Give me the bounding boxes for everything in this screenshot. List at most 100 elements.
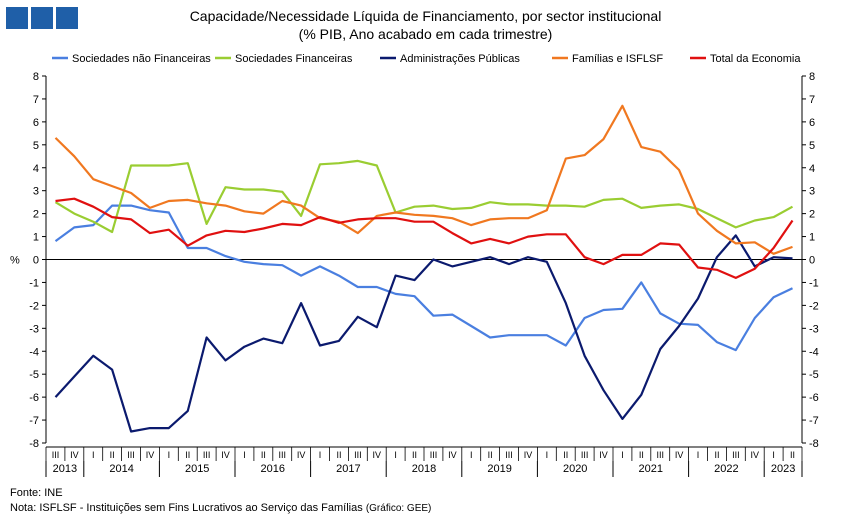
line-chart: Sociedades não Financeiras Sociedades Fin… — [10, 53, 819, 477]
x-quarter-label: III — [203, 450, 211, 460]
x-quarter-label: I — [546, 450, 549, 460]
series-line — [55, 197, 794, 279]
x-quarter-label: IV — [221, 450, 230, 460]
y-tick-label-right: -4 — [809, 346, 819, 358]
logo-square — [6, 7, 28, 29]
x-quarter-label: I — [697, 450, 700, 460]
y-tick-label-right: 5 — [809, 140, 815, 152]
x-quarter-label: II — [110, 450, 115, 460]
x-quarter-label: I — [92, 450, 95, 460]
series-line — [54, 204, 793, 352]
y-tick-label-left: 3 — [33, 186, 39, 198]
x-quarter-label: III — [278, 450, 286, 460]
y-tick-label-right: 2 — [809, 209, 815, 221]
x-quarter-label: II — [790, 450, 795, 460]
x-quarter-label: I — [470, 450, 473, 460]
y-tick-label-right: -7 — [809, 415, 819, 427]
y-tick-label-right: 6 — [809, 117, 815, 129]
y-tick-label-right: -6 — [809, 392, 819, 404]
legend-label: Famílias e ISFLSF — [572, 53, 663, 65]
logo-square — [31, 7, 53, 29]
x-quarter-label: III — [52, 450, 60, 460]
x-year-label: 2021 — [639, 463, 663, 475]
x-quarter-label: II — [639, 450, 644, 460]
y-tick-label-right: -5 — [809, 369, 819, 381]
y-tick-label-right: -3 — [809, 323, 819, 335]
logo-square — [56, 7, 78, 29]
y-tick-label-left: -4 — [29, 346, 39, 358]
y-tick-label-left: -5 — [29, 369, 39, 381]
x-quarter-label: II — [412, 450, 417, 460]
x-quarter-label: IV — [297, 450, 306, 460]
series-line — [54, 104, 793, 255]
footnote: Nota: ISFLSF - Instituições sem Fins Luc… — [10, 502, 431, 514]
x-year-label: 2019 — [487, 463, 511, 475]
credit-text: (Gráfico: GEE) — [365, 503, 432, 514]
y-tick-label-right: -1 — [809, 277, 819, 289]
x-quarter-label: II — [714, 450, 719, 460]
x-quarter-label: I — [394, 450, 397, 460]
legend-label: Total da Economia — [710, 53, 801, 65]
x-year-label: 2018 — [412, 463, 436, 475]
x-year-label: 2020 — [563, 463, 587, 475]
source-note: Fonte: INE — [10, 487, 63, 499]
y-tick-label-left: 6 — [33, 117, 39, 129]
chart-title: Capacidade/Necessidade Líquida de Financ… — [189, 8, 662, 24]
y-tick-label-right: 3 — [809, 186, 815, 198]
y-tick-label-left: 4 — [33, 163, 39, 175]
x-quarter-label: II — [563, 450, 568, 460]
logo — [6, 7, 78, 29]
x-quarter-label: III — [505, 450, 513, 460]
x-quarter-label: II — [261, 450, 266, 460]
y-axis-label: % — [10, 255, 20, 267]
y-tick-label-left: 7 — [33, 94, 39, 106]
x-quarter-label: I — [772, 450, 775, 460]
y-tick-label-left: 8 — [33, 71, 39, 83]
y-tick-label-right: 1 — [809, 232, 815, 244]
x-quarter-label: II — [488, 450, 493, 460]
y-tick-label-right: -8 — [809, 438, 819, 450]
x-quarter-label: I — [168, 450, 171, 460]
legend-label: Administrações Públicas — [400, 53, 520, 65]
y-tick-label-left: -3 — [29, 323, 39, 335]
x-quarter-label: IV — [448, 450, 457, 460]
y-tick-label-right: 7 — [809, 94, 815, 106]
x-quarter-label: I — [243, 450, 246, 460]
y-tick-label-left: 5 — [33, 140, 39, 152]
y-tick-label-left: -1 — [29, 277, 39, 289]
y-tick-label-right: 8 — [809, 71, 815, 83]
legend-label: Sociedades Financeiras — [235, 53, 353, 65]
x-year-label: 2015 — [185, 463, 209, 475]
y-tick-label-left: -7 — [29, 415, 39, 427]
legend-label: Sociedades não Financeiras — [72, 53, 211, 65]
chart-subtitle: (% PIB, Ano acabado em cada trimestre) — [298, 26, 553, 42]
x-quarter-label: IV — [750, 450, 759, 460]
x-quarter-label: III — [581, 450, 589, 460]
x-quarter-label: III — [732, 450, 740, 460]
y-tick-label-left: 0 — [33, 255, 39, 267]
x-quarter-label: I — [319, 450, 322, 460]
x-quarter-label: IV — [146, 450, 155, 460]
x-quarter-label: III — [354, 450, 362, 460]
y-tick-label-left: 1 — [33, 232, 39, 244]
x-quarter-label: IV — [372, 450, 381, 460]
x-quarter-label: III — [430, 450, 438, 460]
x-quarter-label: IV — [524, 450, 533, 460]
y-tick-label-right: 4 — [809, 163, 815, 175]
x-year-label: 2023 — [771, 463, 795, 475]
x-quarter-label: II — [336, 450, 341, 460]
series-line — [54, 234, 793, 433]
y-tick-label-right: 0 — [809, 255, 815, 267]
y-tick-label-left: -2 — [29, 300, 39, 312]
x-year-label: 2013 — [53, 463, 77, 475]
x-quarter-label: III — [127, 450, 135, 460]
x-year-label: 2017 — [336, 463, 360, 475]
x-year-label: 2022 — [714, 463, 738, 475]
x-quarter-label: I — [621, 450, 624, 460]
series-line — [54, 159, 794, 234]
x-year-label: 2016 — [261, 463, 285, 475]
y-tick-label-left: -6 — [29, 392, 39, 404]
x-quarter-label: IV — [70, 450, 79, 460]
y-tick-label-left: 2 — [33, 209, 39, 221]
x-quarter-label: IV — [599, 450, 608, 460]
